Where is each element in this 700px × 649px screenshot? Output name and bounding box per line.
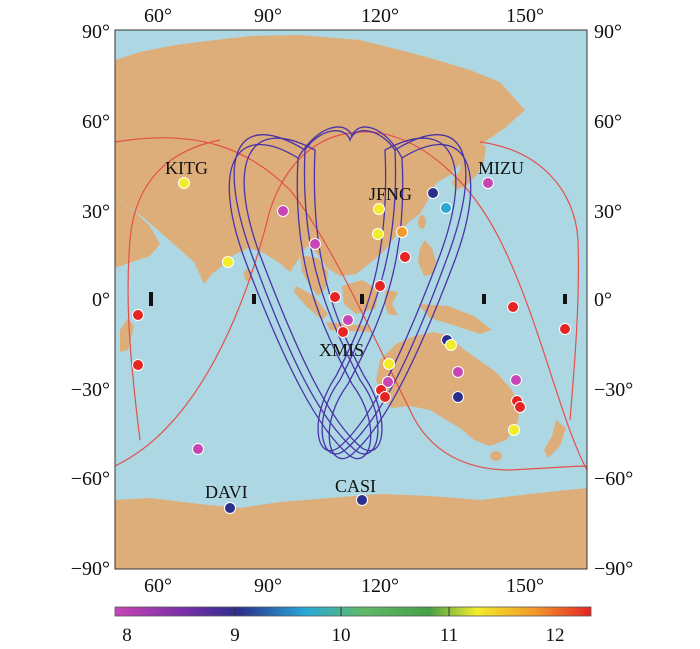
land-sumatra <box>294 286 328 320</box>
red-track-3 <box>127 139 221 441</box>
station-marker <box>342 314 354 326</box>
station-marker <box>382 376 394 388</box>
lat-tick-left: 90° <box>82 21 110 43</box>
colorbar-label: 12 <box>546 625 565 646</box>
station-marker <box>379 391 391 403</box>
station-marker <box>337 326 349 338</box>
lon-tick-top: 150° <box>506 5 544 27</box>
station-marker <box>452 391 464 403</box>
lat-tick-left: 60° <box>82 111 110 133</box>
lon-tick-bottom: 120° <box>361 575 399 597</box>
land-japan <box>452 140 486 190</box>
equator-markers <box>149 292 567 306</box>
lon-tick-bottom: 150° <box>506 575 544 597</box>
land-arabia <box>115 198 160 268</box>
station-label-davi: DAVI <box>205 482 248 502</box>
station-marker <box>452 366 464 378</box>
lon-tick-bottom: 90° <box>254 575 282 597</box>
lat-tick-right: 90° <box>594 21 622 43</box>
station-marker <box>559 323 571 335</box>
station-label-kitg: KITG <box>165 158 208 178</box>
land-tasmania <box>490 451 502 461</box>
station-marker-mizu <box>482 177 494 189</box>
land-sulawesi <box>384 290 398 316</box>
lon-tick-top: 120° <box>361 5 399 27</box>
station-marker <box>399 251 411 263</box>
station-marker <box>222 256 234 268</box>
station-marker <box>396 226 408 238</box>
station-marker <box>427 187 439 199</box>
station-label-jfng: JFNG <box>369 184 412 204</box>
station-markers <box>132 177 571 514</box>
lat-tick-right: 0° <box>594 289 612 311</box>
colorbar <box>114 606 592 617</box>
colorbar-label: 10 <box>332 625 351 646</box>
red-track-2 <box>115 137 587 471</box>
map-border <box>114 29 588 570</box>
station-marker <box>329 291 341 303</box>
lat-tick-right: −30° <box>594 379 633 401</box>
lat-tick-left: 30° <box>82 201 110 223</box>
station-label-mizu: MIZU <box>478 158 524 178</box>
colorbar-label: 8 <box>122 625 132 646</box>
lat-tick-right: −60° <box>594 468 633 490</box>
station-marker <box>132 309 144 321</box>
colorbar-label: 11 <box>440 625 458 646</box>
station-marker <box>510 374 522 386</box>
lat-tick-right: 60° <box>594 111 622 133</box>
station-marker <box>440 202 452 214</box>
land-indochina <box>300 255 328 296</box>
lat-tick-right: −90° <box>594 558 633 580</box>
lon-tick-top: 90° <box>254 5 282 27</box>
colorbar-label: 9 <box>230 625 240 646</box>
land-australia <box>376 332 520 446</box>
station-marker-xmis <box>383 358 395 370</box>
land-eurasia <box>115 35 525 284</box>
station-marker-davi <box>224 502 236 514</box>
lat-tick-right: 30° <box>594 201 622 223</box>
land-madagascar <box>120 318 134 352</box>
station-marker <box>514 401 526 413</box>
land-taiwan <box>418 215 426 229</box>
colorbar-ticks <box>234 607 450 616</box>
red-track-4 <box>479 141 580 421</box>
land-newguinea <box>418 304 492 334</box>
station-marker <box>192 443 204 455</box>
station-marker-jfng <box>373 203 385 215</box>
station-marker <box>309 238 321 250</box>
purple-tracks <box>228 126 472 459</box>
station-marker-kitg <box>178 177 190 189</box>
land-java <box>326 322 370 332</box>
station-label-casi: CASI <box>335 476 376 496</box>
land-newzealand <box>544 420 566 458</box>
station-marker <box>374 280 386 292</box>
lon-tick-top: 60° <box>144 5 172 27</box>
lon-tick-bottom: 60° <box>144 575 172 597</box>
station-marker <box>508 424 520 436</box>
station-marker <box>372 228 384 240</box>
lat-tick-left: −90° <box>71 558 110 580</box>
station-label-xmis: XMIS <box>319 340 364 360</box>
station-marker <box>277 205 289 217</box>
station-marker <box>132 359 144 371</box>
station-marker <box>507 301 519 313</box>
lat-tick-left: 0° <box>92 289 110 311</box>
lat-tick-left: −60° <box>71 468 110 490</box>
station-marker <box>445 339 457 351</box>
land-philippines <box>418 240 436 276</box>
lat-tick-left: −30° <box>71 379 110 401</box>
station-marker-casi <box>356 494 368 506</box>
